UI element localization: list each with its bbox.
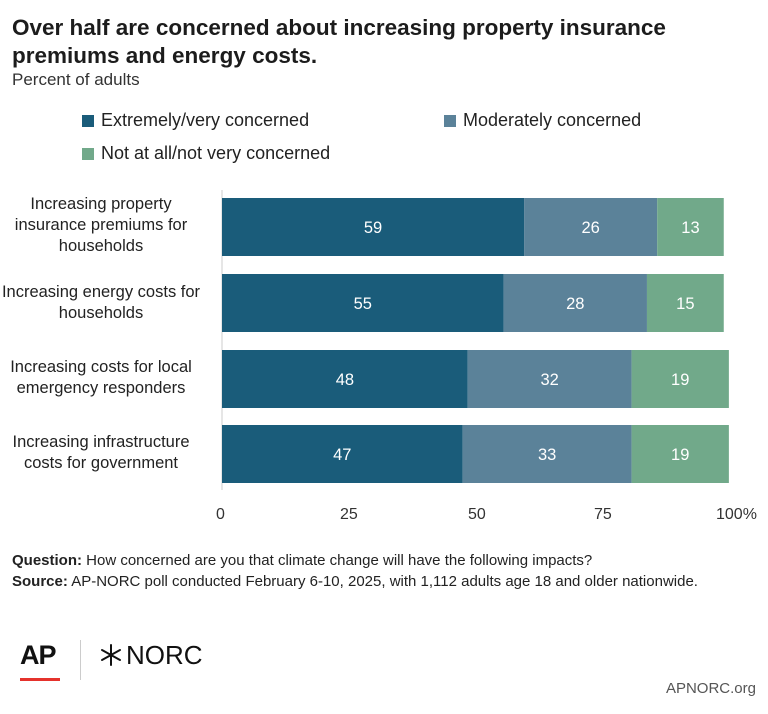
data-label: 55 <box>354 295 372 313</box>
bar-segment-moderately <box>503 274 647 332</box>
data-label: 28 <box>566 295 584 313</box>
question-note: Question: How concerned are you that cli… <box>12 551 752 570</box>
norc-logo: NORC <box>100 640 203 670</box>
x-tick-label: 75 <box>594 506 612 523</box>
legend-swatch-not <box>82 147 94 160</box>
category-label: Increasing energy costs for households <box>1 283 201 322</box>
bar-segment-moderately <box>462 425 632 483</box>
bar-segment-not <box>631 425 729 483</box>
data-label: 26 <box>581 219 599 237</box>
legend-label-not: Not at all/not very concerned <box>101 143 331 163</box>
source-text: AP-NORC poll conducted February 6-10, 20… <box>67 573 698 590</box>
data-label: 32 <box>541 371 559 389</box>
norc-star-icon <box>101 644 121 666</box>
data-label: 19 <box>671 446 689 464</box>
category-label: Increasing property insurance premiums f… <box>14 195 188 255</box>
source-label: Source: <box>12 573 68 590</box>
data-label: 19 <box>671 371 689 389</box>
bar-segment-not <box>657 198 724 256</box>
bar-segment-extremely <box>222 350 468 408</box>
ap-logo: AP <box>20 640 57 670</box>
x-tick-label: 25 <box>340 506 358 523</box>
ap-logo-underline <box>20 678 60 681</box>
bar-segment-extremely <box>222 274 504 332</box>
legend-swatch-moderately <box>444 114 456 127</box>
bar-segment-extremely <box>222 198 525 256</box>
legend-item-moderately: Moderately concerned <box>444 110 641 131</box>
bar-segment-extremely <box>222 425 463 483</box>
chart-title: Over half are concerned about increasing… <box>12 15 666 68</box>
legend-label-extremely: Extremely/very concerned <box>101 110 310 130</box>
bar-segment-not <box>631 350 729 408</box>
site-url: APNORC.org <box>665 680 756 697</box>
data-label: 48 <box>336 371 354 389</box>
data-label: 47 <box>333 446 351 464</box>
data-label: 15 <box>676 295 694 313</box>
legend-item-not: Not at all/not very concerned <box>82 143 330 164</box>
chart-subtitle: Percent of adults <box>12 70 140 89</box>
legend-label-moderately: Moderately concerned <box>463 110 642 130</box>
data-label: 13 <box>681 219 699 237</box>
x-tick-label: 100% <box>716 506 757 523</box>
x-tick-label: 50 <box>468 506 486 523</box>
bar-segment-moderately <box>524 198 658 256</box>
legend-swatch-extremely <box>82 114 94 127</box>
question-text: How concerned are you that climate chang… <box>82 552 593 569</box>
norc-logo-text: NORC <box>126 640 203 670</box>
data-label: 33 <box>538 446 556 464</box>
bar-segment-moderately <box>467 350 632 408</box>
category-label: Increasing costs for local emergency res… <box>10 358 192 397</box>
question-label: Question: <box>12 552 82 569</box>
bar-segment-not <box>646 274 724 332</box>
logo-divider <box>80 640 81 680</box>
category-label: Increasing infrastructure costs for gove… <box>12 433 190 472</box>
data-label: 59 <box>364 219 382 237</box>
legend-item-extremely: Extremely/very concerned <box>82 110 309 131</box>
source-note: Source: AP-NORC poll conducted February … <box>12 572 752 591</box>
x-tick-label: 0 <box>216 506 225 523</box>
